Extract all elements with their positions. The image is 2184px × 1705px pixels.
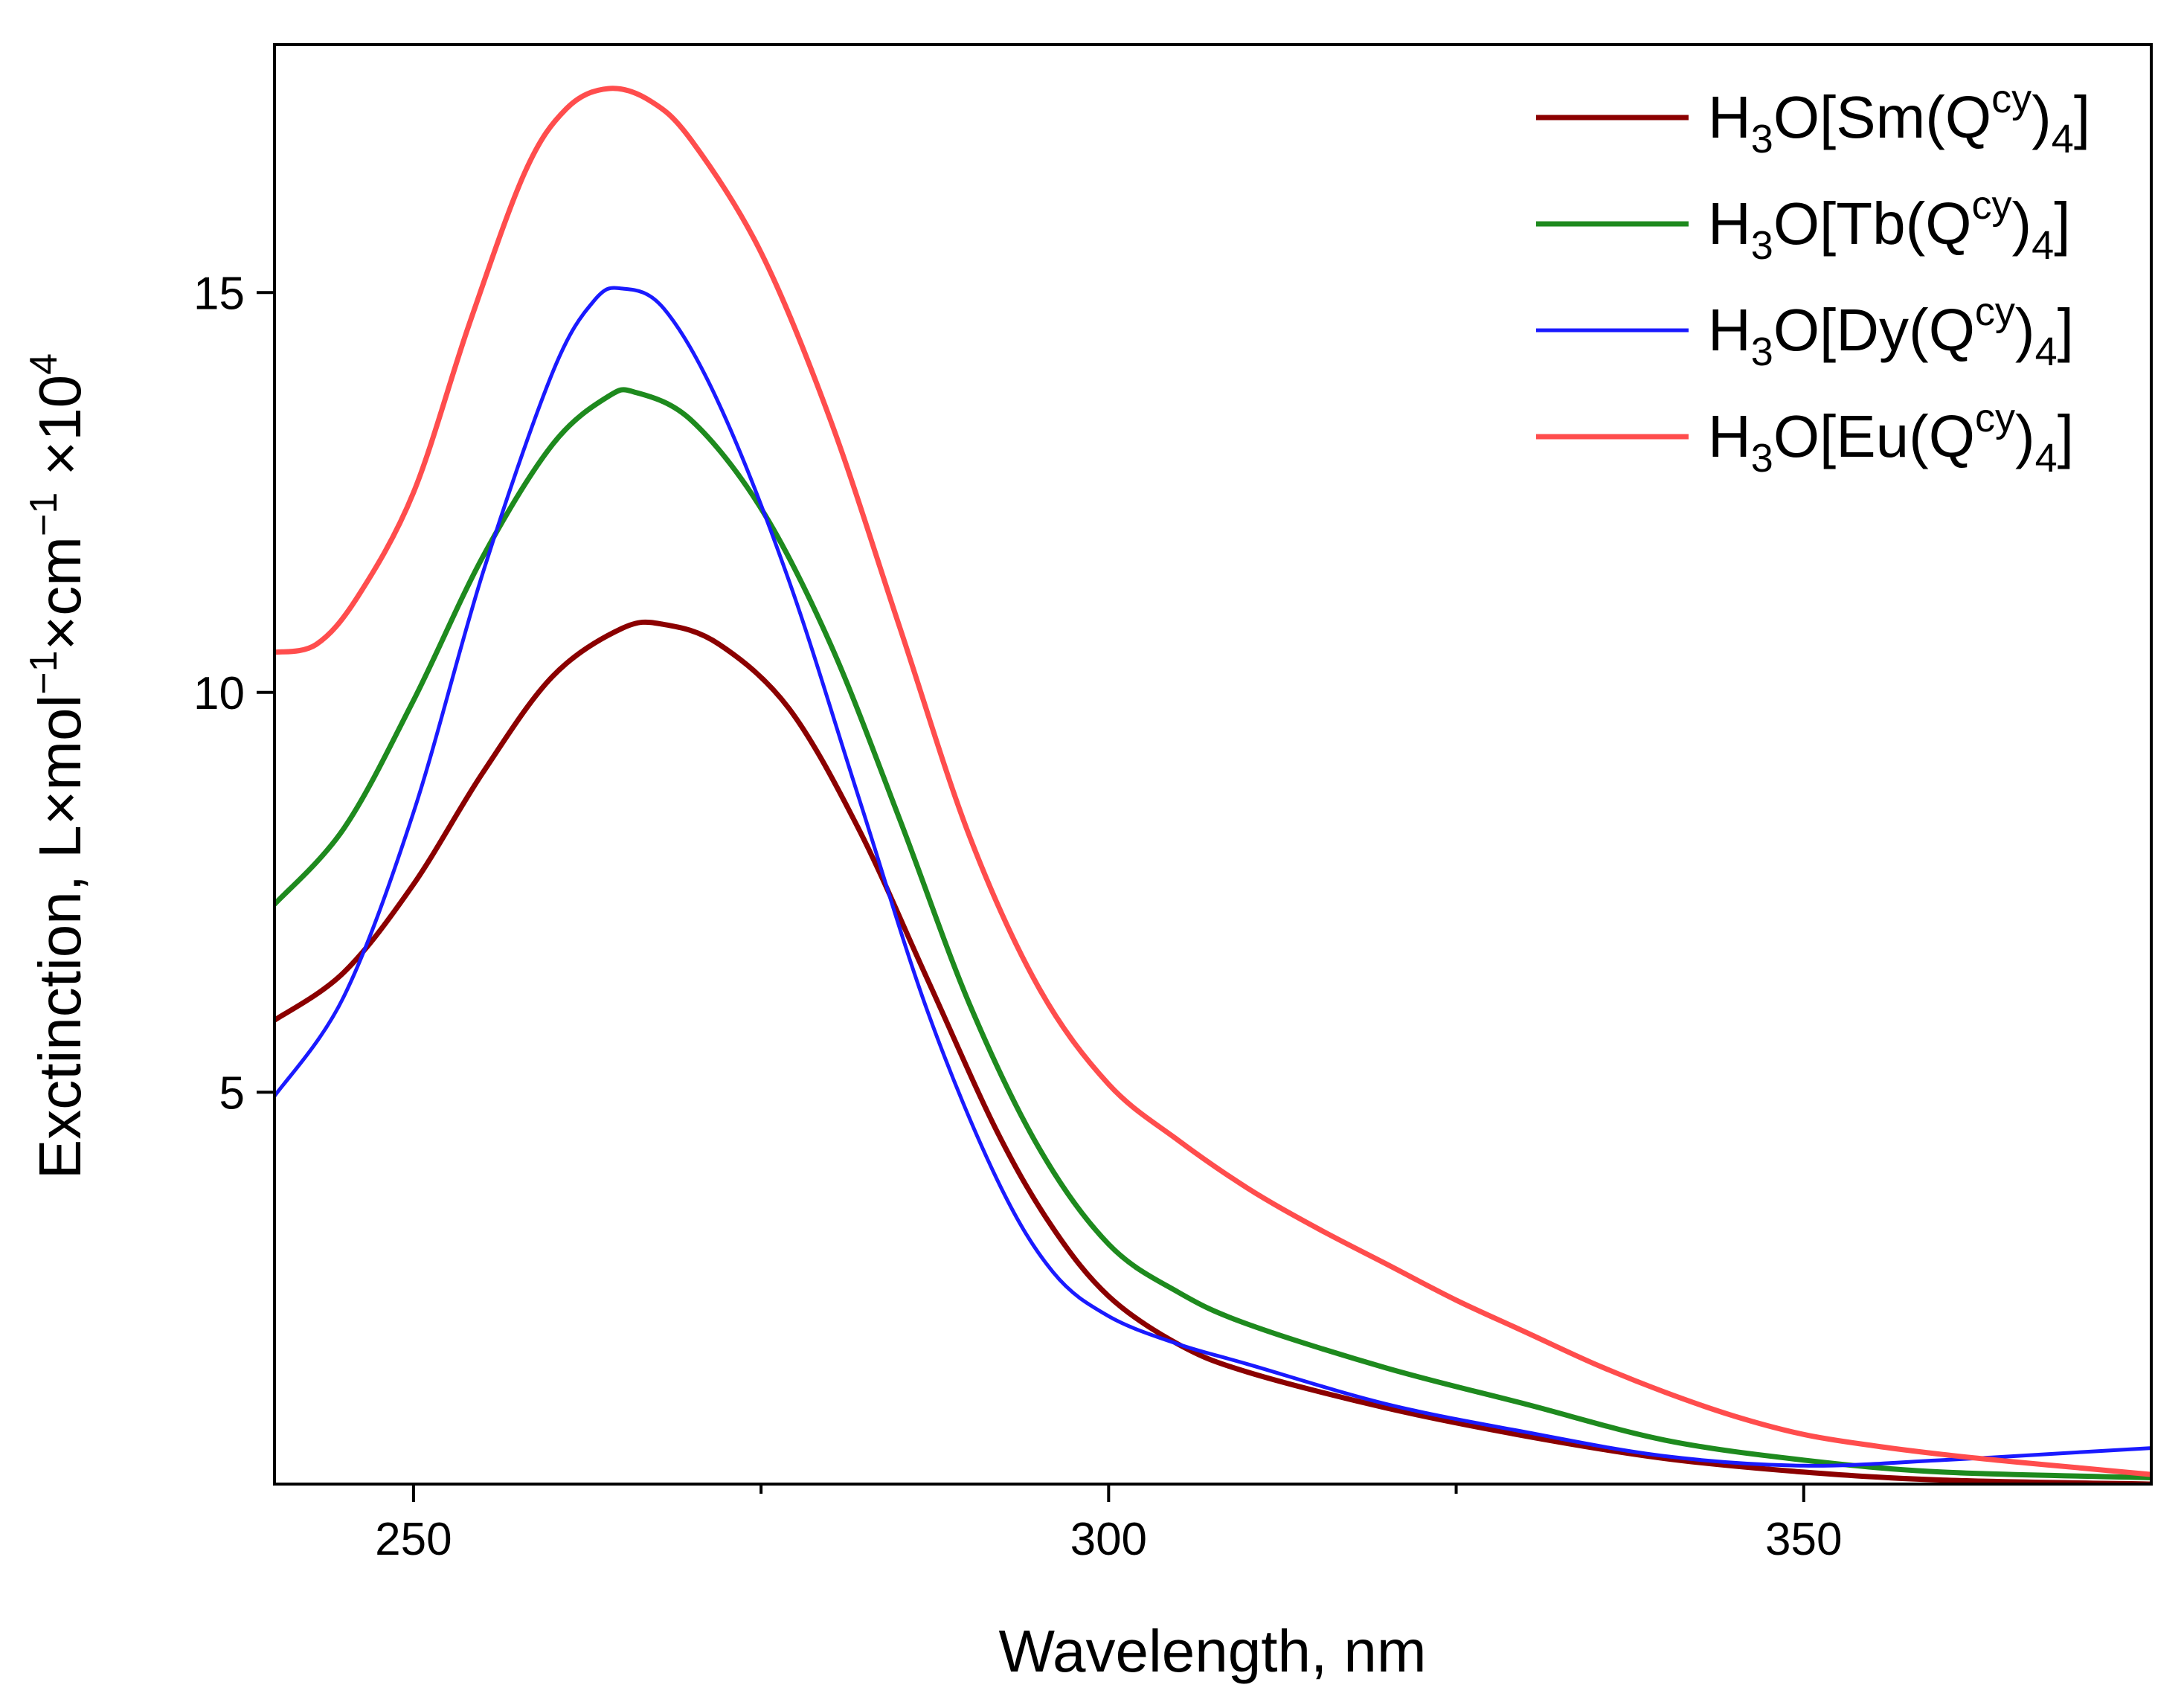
series-lines (274, 86, 2151, 1484)
series-line-1 (274, 387, 2151, 1480)
legend-label-0: H3O[Sm(Qcy)4] (1708, 77, 2090, 161)
y-axis-title: Exctinction, L×mol−1×cm−1 ×104 (22, 353, 93, 1179)
y-tick-label: 10 (193, 668, 245, 719)
series-line-2 (274, 286, 2151, 1468)
x-axis-title: Wavelength, nm (998, 1618, 1426, 1684)
x-tick-label: 300 (1070, 1514, 1147, 1565)
legend-label-2: H3O[Dy(Qcy)4] (1708, 289, 2074, 374)
series-line-3 (274, 86, 2151, 1477)
legend-label-3: H3O[Eu(Qcy)4] (1708, 396, 2074, 481)
x-tick-label: 250 (375, 1514, 452, 1565)
y-tick-label: 5 (219, 1067, 245, 1119)
series-line-0 (274, 619, 2151, 1484)
plot-frame (273, 43, 2153, 1486)
legend-label-1: H3O[Tb(Qcy)4] (1708, 183, 2070, 268)
y-tick-label: 15 (193, 268, 245, 319)
x-tick-label: 350 (1765, 1514, 1842, 1565)
y-axis: 5 10 15 (193, 268, 274, 1119)
legend: H3O[Sm(Qcy)4] H3O[Tb(Qcy)4] H3O[Dy(Qcy)4] H… (1536, 77, 2090, 481)
x-axis: 250 300 350 (375, 1484, 1843, 1565)
